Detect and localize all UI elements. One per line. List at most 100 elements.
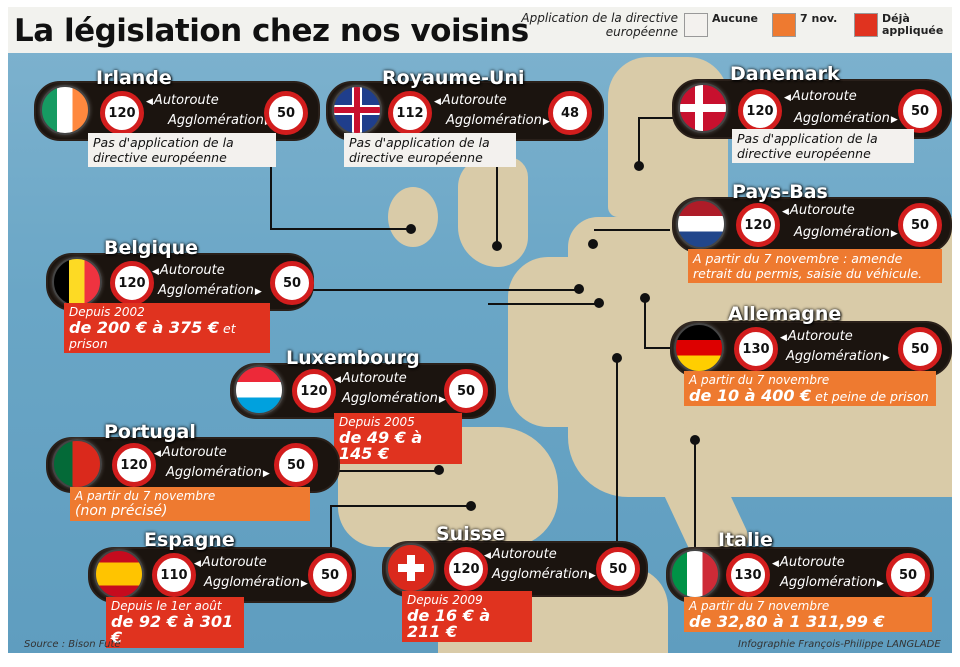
pin-irlande bbox=[406, 224, 416, 234]
label-autoroute: Autoroute bbox=[780, 329, 853, 344]
note-luxembourg-line2: de 49 € à 145 € bbox=[339, 430, 457, 462]
speed-sign-autoroute: 110 bbox=[152, 553, 196, 597]
label-agglomeration: Agglomération bbox=[204, 575, 308, 590]
speed-sign-autoroute: 120 bbox=[112, 443, 156, 487]
connector-italie bbox=[694, 439, 696, 549]
country-name: Luxembourg bbox=[286, 347, 420, 369]
speed-sign-autoroute: 120 bbox=[110, 261, 154, 305]
flag-uk-icon bbox=[332, 85, 382, 135]
map-land-france bbox=[508, 257, 658, 427]
label-agglomeration: Agglomération bbox=[168, 113, 272, 128]
note-suisse-line2: de 16 € à 211 € bbox=[407, 608, 527, 640]
map-land-ireland bbox=[388, 187, 438, 247]
connector-allemagne bbox=[644, 299, 646, 349]
pin-italie bbox=[690, 435, 700, 445]
country-name: Portugal bbox=[104, 421, 196, 443]
speed-sign-autoroute: 120 bbox=[292, 369, 336, 413]
connector-paysbas bbox=[594, 229, 670, 231]
connector-suisse bbox=[616, 357, 618, 547]
speed-sign-agglomeration: 50 bbox=[264, 91, 308, 135]
speed-sign-agglomeration: 50 bbox=[898, 327, 942, 371]
source-caption: Source : Bison Futé bbox=[24, 639, 121, 650]
label-autoroute: Autoroute bbox=[154, 445, 227, 460]
flag-switzerland-icon bbox=[386, 543, 436, 593]
label-agglomeration: Agglomération bbox=[342, 391, 446, 406]
note-allemagne-suffix: et peine de prison bbox=[815, 389, 929, 404]
connector-irlande-h bbox=[270, 228, 410, 230]
note-belgique-amount: de 200 € à 375 € bbox=[69, 318, 220, 337]
flag-belgium-icon bbox=[52, 257, 102, 307]
note-luxembourg-amount: de 49 € à 145 € bbox=[339, 428, 423, 463]
label-agglomeration: Agglomération bbox=[166, 465, 270, 480]
connector-irlande bbox=[270, 167, 272, 229]
speed-sign-autoroute: 112 bbox=[388, 91, 432, 135]
note-belgique-line1: Depuis 2002 bbox=[69, 305, 145, 319]
legend-caption: Application de la directive européenne bbox=[521, 11, 678, 39]
country-name: Irlande bbox=[96, 67, 172, 89]
label-agglomeration: Agglomération bbox=[492, 567, 596, 582]
flag-uk-red-v bbox=[354, 87, 360, 133]
pin-belgique bbox=[574, 284, 584, 294]
flag-netherlands-icon bbox=[676, 199, 726, 249]
note-royaume-uni: Pas d'application de la directive europé… bbox=[344, 133, 516, 167]
flag-dk-cross-v bbox=[695, 85, 703, 131]
note-italie-line2: de 32,80 à 1 311,99 € bbox=[689, 614, 927, 630]
connector-portugal bbox=[338, 470, 438, 472]
legend-swatch-7nov bbox=[772, 13, 796, 37]
speed-sign-agglomeration: 50 bbox=[898, 203, 942, 247]
label-autoroute: Autoroute bbox=[146, 93, 219, 108]
map-land-britain bbox=[458, 157, 528, 267]
speed-sign-autoroute: 120 bbox=[100, 91, 144, 135]
country-name: Belgique bbox=[104, 237, 199, 259]
label-autoroute: Autoroute bbox=[784, 89, 857, 104]
connector-allemagne-h bbox=[644, 347, 670, 349]
flag-germany-icon bbox=[674, 323, 724, 373]
pin-suisse bbox=[612, 353, 622, 363]
speed-sign-autoroute: 130 bbox=[734, 327, 778, 371]
speed-sign-agglomeration: 50 bbox=[308, 553, 352, 597]
note-italie-line1: A partir du 7 novembre bbox=[689, 599, 830, 613]
pin-espagne bbox=[466, 501, 476, 511]
pin-royaume-uni bbox=[492, 241, 502, 251]
legend-swatch-deja bbox=[854, 13, 878, 37]
speed-sign-autoroute: 120 bbox=[444, 547, 488, 591]
speed-sign-autoroute: 120 bbox=[738, 89, 782, 133]
label-agglomeration: Agglomération bbox=[786, 349, 890, 364]
flag-portugal-icon bbox=[52, 439, 102, 489]
note-portugal-line2: (non précisé) bbox=[75, 503, 168, 519]
note-luxembourg: Depuis 2005 de 49 € à 145 € bbox=[334, 413, 462, 464]
legend-label-deja: Déjà appliquée bbox=[882, 12, 944, 37]
note-italie-amount: de 32,80 à 1 311,99 € bbox=[689, 612, 885, 631]
speed-sign-agglomeration: 50 bbox=[898, 89, 942, 133]
label-agglomeration: Agglomération bbox=[794, 111, 898, 126]
speed-sign-agglomeration: 50 bbox=[444, 369, 488, 413]
speed-sign-agglomeration: 50 bbox=[270, 261, 314, 305]
flag-dk-cross-h bbox=[680, 104, 726, 112]
note-espagne: Depuis le 1er août de 92 € à 301 € bbox=[106, 597, 244, 648]
connector-luxembourg bbox=[488, 303, 598, 305]
country-name: Pays-Bas bbox=[732, 181, 828, 203]
connector-espagne-h bbox=[330, 505, 470, 507]
connector-belgique bbox=[308, 289, 578, 291]
pin-luxembourg bbox=[594, 298, 604, 308]
pin-portugal bbox=[434, 465, 444, 475]
credit-caption: Infographie François-Philippe LANGLADE bbox=[738, 639, 941, 650]
note-belgique-line2: de 200 € à 375 € et prison bbox=[69, 318, 265, 352]
connector-espagne bbox=[330, 505, 332, 551]
pin-danemark bbox=[634, 161, 644, 171]
note-espagne-amount: de 92 € à 301 € bbox=[111, 612, 234, 647]
label-agglomeration: Agglomération bbox=[794, 225, 898, 240]
legend-item-deja: Déjà appliquée bbox=[854, 12, 944, 37]
label-autoroute: Autoroute bbox=[434, 93, 507, 108]
country-name: Allemagne bbox=[728, 303, 842, 325]
note-portugal-line1: A partir du 7 novembre bbox=[75, 489, 216, 503]
speed-sign-autoroute: 130 bbox=[726, 553, 770, 597]
connector-ru bbox=[496, 167, 498, 245]
legend-item-7nov: 7 nov. bbox=[772, 13, 837, 37]
flag-italy-icon bbox=[670, 549, 720, 599]
label-autoroute: Autoroute bbox=[782, 203, 855, 218]
label-agglomeration: Agglomération bbox=[780, 575, 884, 590]
country-name: Royaume-Uni bbox=[382, 67, 525, 89]
label-autoroute: Autoroute bbox=[194, 555, 267, 570]
note-pays-bas: A partir du 7 novembre : amende retrait … bbox=[688, 249, 942, 283]
